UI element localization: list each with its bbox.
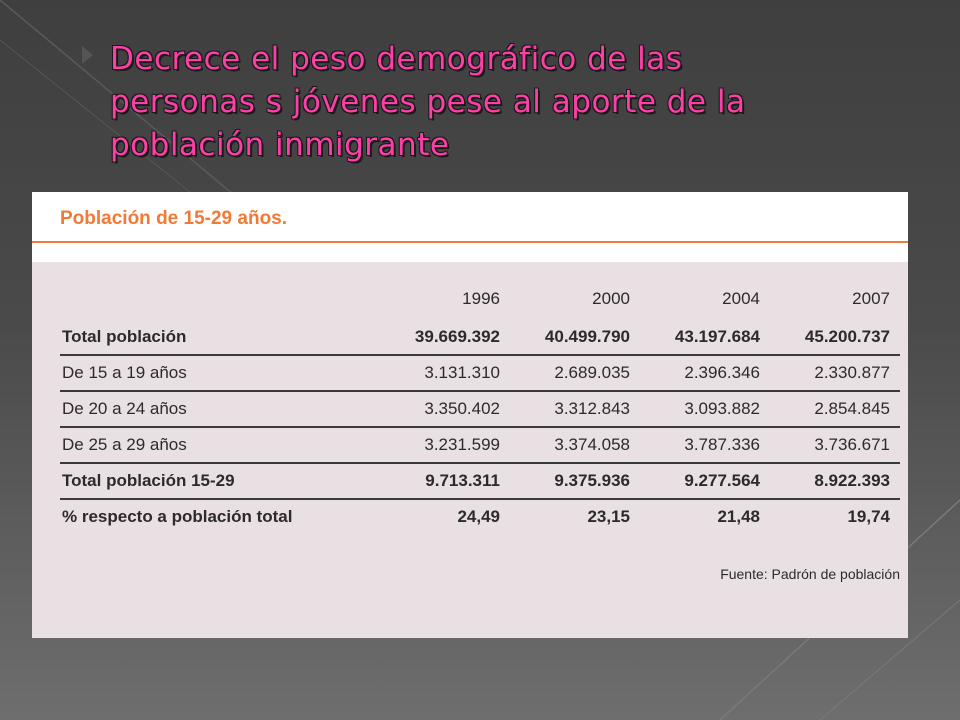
year-header: 2000 bbox=[592, 289, 630, 308]
cell-value: 2.689.035 bbox=[510, 355, 640, 392]
cell-value: 9.713.311 bbox=[380, 463, 510, 500]
cell-value: 45.200.737 bbox=[770, 320, 900, 356]
source-note: Fuente: Padrón de población bbox=[720, 566, 900, 582]
cell-value: 19,74 bbox=[847, 507, 890, 526]
year-header: 1996 bbox=[462, 289, 500, 308]
row-label: De 25 a 29 años bbox=[60, 427, 380, 464]
cell-value: 8.922.393 bbox=[770, 463, 900, 500]
table-title: Población de 15-29 años. bbox=[60, 208, 288, 229]
slide-title: Decrece el peso demográfico de las perso… bbox=[110, 41, 746, 163]
year-header: 2004 bbox=[722, 289, 760, 308]
cell-value: 43.197.684 bbox=[640, 320, 770, 356]
cell-value: 3.093.882 bbox=[640, 391, 770, 428]
cell-value: 3.231.599 bbox=[380, 427, 510, 464]
row-label: De 20 a 24 años bbox=[60, 391, 380, 428]
cell-value: 3.312.843 bbox=[510, 391, 640, 428]
table-row: Total población 15-29 9.713.311 9.375.93… bbox=[60, 463, 900, 500]
cell-value: 3.787.336 bbox=[640, 427, 770, 464]
row-label: De 15 a 19 años bbox=[60, 355, 380, 392]
corner-cell bbox=[60, 278, 380, 320]
table-row: De 15 a 19 años 3.131.310 2.689.035 2.39… bbox=[60, 355, 900, 392]
row-label: % respecto a población total bbox=[62, 507, 293, 526]
cell-value: 3.374.058 bbox=[510, 427, 640, 464]
cell-value: 2.330.877 bbox=[770, 355, 900, 392]
year-header-row: 1996 2000 2004 2007 bbox=[60, 278, 900, 320]
cell-value: 23,15 bbox=[587, 507, 630, 526]
cell-value: 40.499.790 bbox=[510, 320, 640, 356]
table-row: % respecto a población total 24,49 23,15… bbox=[60, 499, 900, 534]
cell-value: 3.131.310 bbox=[380, 355, 510, 392]
year-header: 2007 bbox=[852, 289, 890, 308]
cell-value: 9.277.564 bbox=[640, 463, 770, 500]
cell-value: 2.396.346 bbox=[640, 355, 770, 392]
table-header: Población de 15-29 años. bbox=[32, 192, 908, 262]
table-row: De 20 a 24 años 3.350.402 3.312.843 3.09… bbox=[60, 391, 900, 428]
table-panel: Población de 15-29 años. 1996 2000 2004 … bbox=[32, 192, 908, 638]
row-label: Total población 15-29 bbox=[60, 463, 380, 500]
table-row: Total población 39.669.392 40.499.790 43… bbox=[60, 320, 900, 356]
cell-value: 3.350.402 bbox=[380, 391, 510, 428]
title-rule bbox=[32, 241, 908, 243]
cell-value: 21,48 bbox=[717, 507, 760, 526]
cell-value: 3.736.671 bbox=[770, 427, 900, 464]
bullet-arrow-icon bbox=[82, 46, 93, 64]
cell-value: 39.669.392 bbox=[380, 320, 510, 356]
population-table: 1996 2000 2004 2007 Total población 39.6… bbox=[60, 278, 900, 534]
cell-value: 24,49 bbox=[457, 507, 500, 526]
cell-value: 2.854.845 bbox=[770, 391, 900, 428]
cell-value: 9.375.936 bbox=[510, 463, 640, 500]
table-row: De 25 a 29 años 3.231.599 3.374.058 3.78… bbox=[60, 427, 900, 464]
row-label: Total población bbox=[60, 320, 380, 356]
